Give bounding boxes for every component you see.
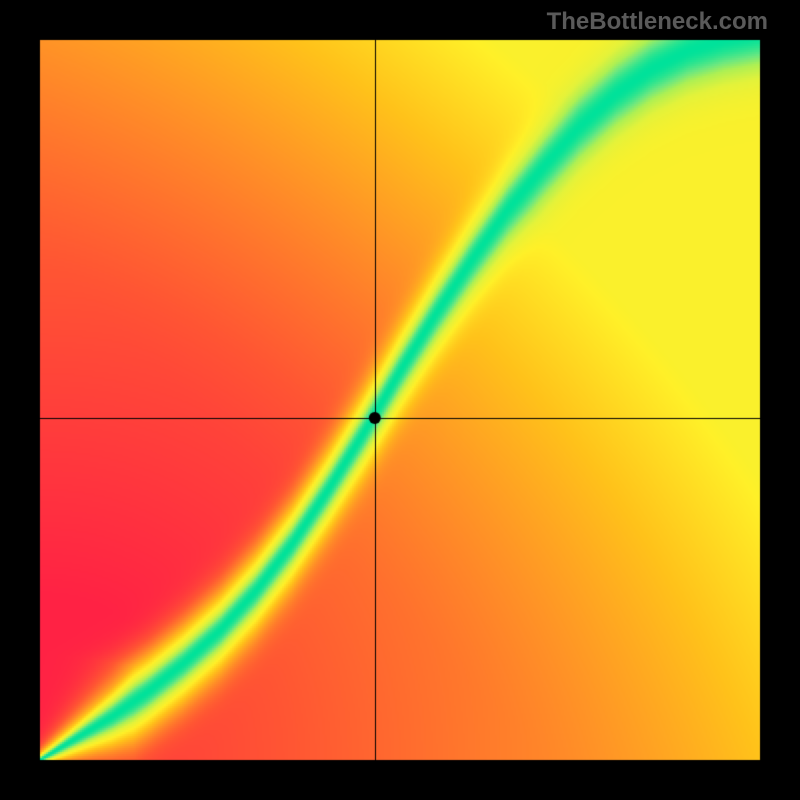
bottleneck-chart-container: TheBottleneck.com xyxy=(0,0,800,800)
watermark-text: TheBottleneck.com xyxy=(547,8,768,36)
heatmap-canvas xyxy=(0,0,800,800)
